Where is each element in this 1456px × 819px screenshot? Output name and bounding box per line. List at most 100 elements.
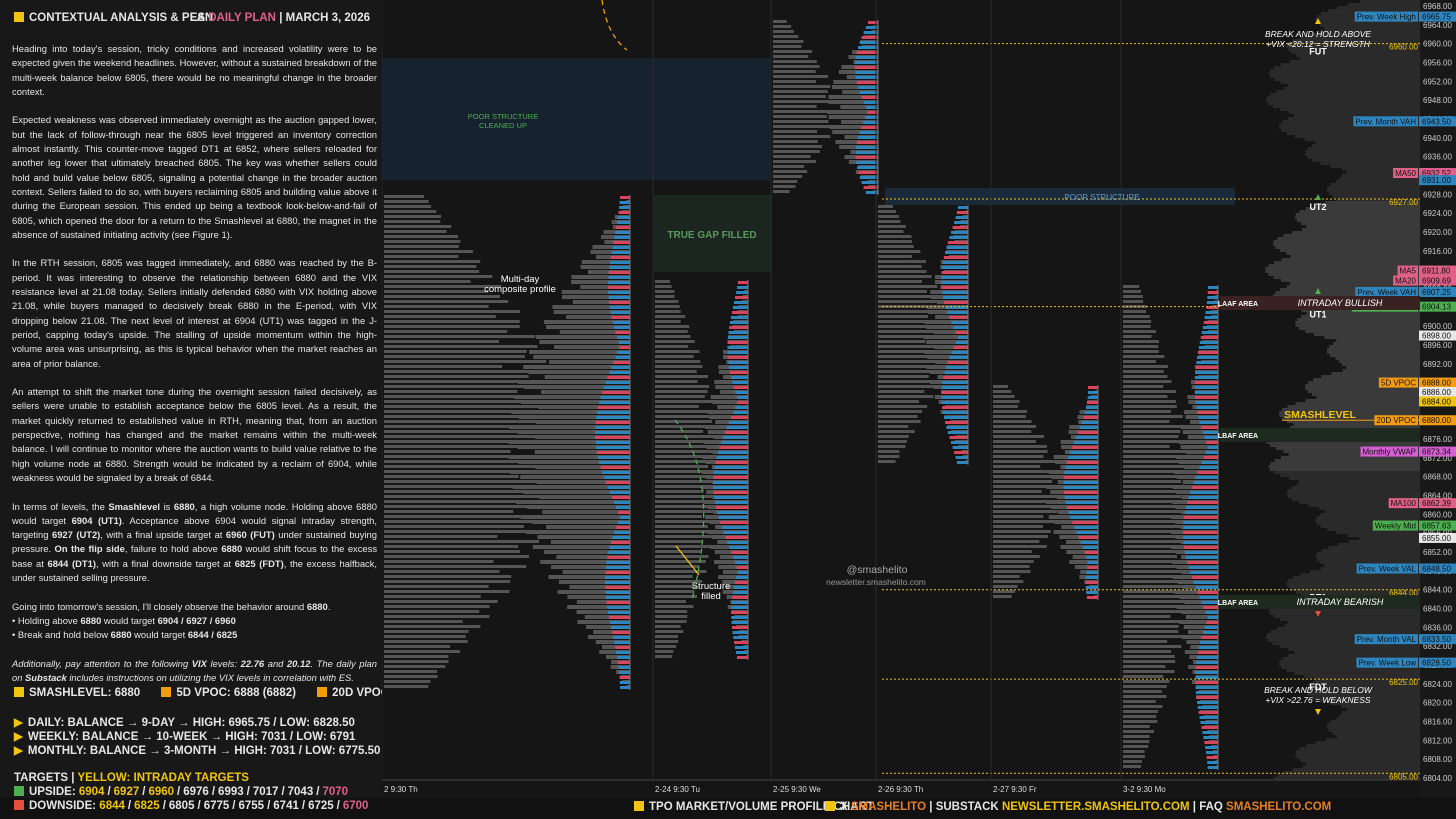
delta-row	[941, 286, 968, 289]
composite-volume	[1299, 501, 1420, 504]
composite-volume	[1305, 153, 1420, 156]
tpo-row	[1123, 595, 1190, 598]
tpo-row	[993, 420, 1032, 423]
tag-value: 6884.00	[1422, 397, 1451, 406]
tpo-row	[1123, 300, 1144, 303]
tag-name-box	[1356, 657, 1418, 668]
composite-volume	[1268, 72, 1420, 75]
tpo-row	[655, 305, 680, 308]
volume-row	[543, 550, 630, 554]
tpo-row	[878, 275, 932, 278]
bold-run: 6904 / 6927 / 6960	[157, 614, 236, 626]
delta-row	[615, 231, 630, 234]
delta-row	[733, 301, 748, 304]
tag-box	[1419, 532, 1456, 543]
text-run: . The daily plan on	[12, 657, 377, 684]
delta-row	[737, 286, 748, 289]
delta-row	[1204, 741, 1218, 744]
delta-row	[859, 41, 878, 44]
delta-row	[714, 501, 748, 504]
text-run: , with a final downside target at	[95, 557, 235, 569]
paragraph: Additionally, pay attention to the follo…	[12, 657, 377, 686]
delta-row	[619, 516, 630, 519]
tpo-row	[1123, 490, 1192, 493]
volume-row	[1178, 620, 1218, 624]
tpo-row	[773, 60, 817, 63]
footer-faq: FAQ	[1199, 801, 1223, 813]
delta-row	[608, 276, 630, 279]
bold-run: 6904 (UT1)	[71, 514, 122, 526]
delta-row	[855, 151, 878, 154]
tpo-row	[1123, 345, 1159, 348]
tpo-row	[384, 540, 540, 543]
tpo-row	[773, 90, 828, 93]
composite-volume	[1269, 69, 1420, 72]
volume-row	[514, 395, 630, 399]
delta-row	[1205, 311, 1218, 314]
tpo-row	[1123, 600, 1186, 603]
tpo-row	[384, 335, 536, 338]
delta-row	[1087, 396, 1098, 399]
tpo-row	[384, 550, 520, 553]
delta-row	[1198, 711, 1218, 714]
composite-volume	[1279, 645, 1420, 648]
composite-volume	[1348, 540, 1420, 543]
tpo-row	[1123, 350, 1159, 353]
delta-row	[732, 591, 748, 594]
tpo-row	[384, 665, 446, 668]
tpo-row	[655, 375, 709, 378]
tpo-row	[993, 545, 1047, 548]
tpo-row	[878, 420, 921, 423]
tpo-row	[993, 480, 1053, 483]
tpo-row	[384, 655, 449, 658]
composite-volume	[1279, 414, 1420, 417]
volume-row	[927, 355, 968, 359]
tpo-row	[655, 290, 675, 293]
delta-row	[1206, 621, 1218, 624]
volume-row	[580, 265, 630, 269]
tpo-row	[773, 30, 794, 33]
annotation: +VIX >22.76 = WEAKNESS	[1265, 695, 1370, 705]
composite-volume	[1279, 123, 1420, 126]
delta-row	[1075, 436, 1098, 439]
tpo-row	[773, 25, 792, 28]
tpo-row	[655, 390, 708, 393]
header: CONTEXTUAL ANALYSIS & PLAN ES DAILY PLAN…	[14, 12, 370, 24]
delta-row	[856, 51, 878, 54]
tpo-row	[1123, 375, 1168, 378]
delta-row	[719, 446, 748, 449]
tag-value: 6873.34	[1422, 448, 1451, 457]
delta-row	[737, 396, 748, 399]
tag-name: 20D VPOC	[1376, 416, 1416, 425]
tpo-row	[655, 595, 698, 598]
paragraph: An attempt to shift the market tone duri…	[12, 385, 377, 485]
delta-row	[954, 451, 968, 454]
volume-row	[584, 615, 630, 619]
tag-name: MA5	[1400, 267, 1417, 276]
tpo-row	[384, 320, 520, 323]
tpo-row	[655, 550, 701, 553]
tpo-row	[1123, 330, 1157, 333]
delta-row	[1200, 336, 1218, 339]
volume-row	[509, 425, 630, 429]
tpo-row	[773, 85, 831, 88]
composite-volume	[1286, 45, 1420, 48]
target: 6741	[273, 800, 299, 812]
delta-row	[731, 601, 748, 604]
delta-row	[731, 611, 748, 614]
tpo-row	[878, 455, 900, 458]
delta-row	[610, 311, 630, 314]
delta-row	[607, 376, 630, 379]
composite-volume	[1270, 93, 1420, 96]
composite-volume	[1330, 720, 1420, 723]
delta-row	[608, 551, 630, 554]
tpo-row	[384, 685, 429, 688]
delta-row	[615, 356, 630, 359]
price-tick: 6964.00	[1423, 21, 1452, 30]
text-run: is	[160, 500, 174, 512]
tpo-row	[655, 410, 717, 413]
tpo-row	[993, 425, 1037, 428]
slash: /	[267, 800, 271, 812]
delta-row	[1190, 571, 1218, 574]
tpo-row	[384, 365, 503, 368]
